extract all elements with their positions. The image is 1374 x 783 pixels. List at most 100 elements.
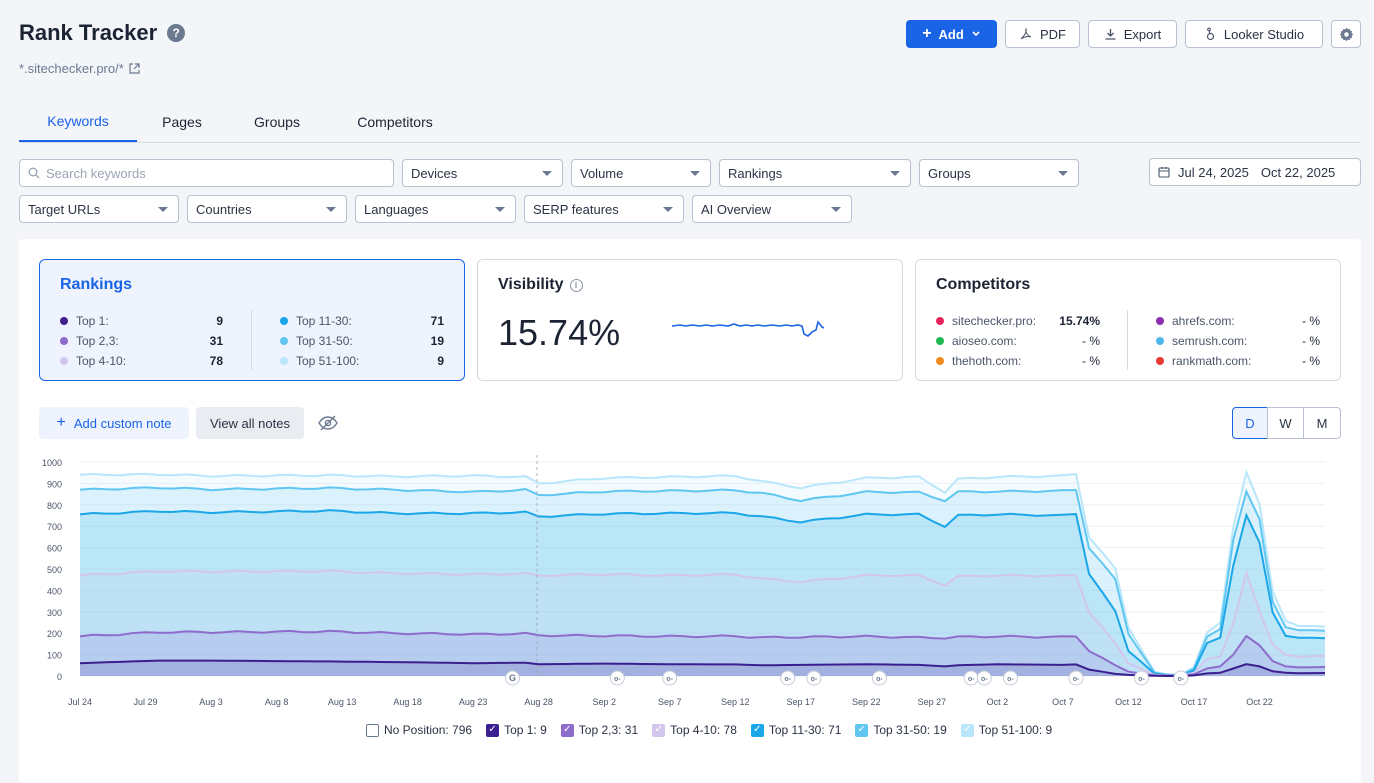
competitors-card-title: Competitors xyxy=(936,276,1031,293)
x-tick-label: Oct 17 xyxy=(1181,697,1208,707)
note-marker[interactable] xyxy=(976,670,992,686)
tab-competitors[interactable]: Competitors xyxy=(357,114,433,130)
date-start: Jul 24, 2025 xyxy=(1178,164,1249,180)
key-icon: o- xyxy=(811,676,818,683)
tab-groups[interactable]: Groups xyxy=(254,114,300,130)
checkbox[interactable]: ✓ xyxy=(750,723,764,737)
legend-value: 31 xyxy=(209,334,223,348)
tab-keywords[interactable]: Keywords xyxy=(19,102,137,142)
note-marker[interactable] xyxy=(609,670,625,686)
checkbox[interactable]: ✓ xyxy=(560,723,574,737)
legend-toggle[interactable]: No Position: 796 xyxy=(366,723,472,737)
rankings-dropdown-label: Rankings xyxy=(728,165,783,181)
line-top-11-30 xyxy=(79,509,1326,676)
rankings-dropdown[interactable]: Rankings xyxy=(719,159,911,187)
x-tick-label: Aug 18 xyxy=(393,697,422,707)
note-marker[interactable] xyxy=(780,670,796,686)
note-marker[interactable] xyxy=(1134,670,1150,686)
caret-down-icon xyxy=(158,207,168,212)
legend-toggle[interactable]: ✓ Top 4-10: 78 xyxy=(652,723,737,737)
legend-label: Top 2,3: xyxy=(76,334,119,348)
period-day-button[interactable]: D xyxy=(1232,407,1268,439)
serp-features-dropdown[interactable]: SERP features xyxy=(524,195,684,223)
key-icon: o- xyxy=(1073,676,1080,683)
looker-studio-button[interactable]: Looker Studio xyxy=(1185,20,1323,48)
project-domain-text: *.sitechecker.pro/* xyxy=(19,61,124,76)
help-icon[interactable]: ? xyxy=(167,24,186,42)
checkbox[interactable]: ✓ xyxy=(855,723,869,737)
note-marker[interactable] xyxy=(1068,670,1084,686)
settings-button[interactable] xyxy=(1331,20,1361,48)
x-tick-label: Oct 7 xyxy=(1052,697,1074,707)
period-month-button[interactable]: M xyxy=(1303,407,1341,439)
note-marker[interactable] xyxy=(1173,670,1189,686)
google-update-marker[interactable] xyxy=(504,670,520,686)
rankings-card[interactable]: Rankings Top 1: 9 Top 2,3: 31 Top 4-10: … xyxy=(39,259,465,381)
eye-off-icon[interactable] xyxy=(318,414,338,432)
legend-toggle[interactable]: ✓ Top 2,3: 31 xyxy=(560,723,638,737)
legend-dot xyxy=(936,317,944,325)
legend-label: rankmath.com: xyxy=(1172,354,1252,368)
search-input[interactable]: Search keywords xyxy=(19,159,394,187)
legend-value: 9 xyxy=(437,354,444,368)
caret-down-icon xyxy=(890,171,900,176)
note-marker[interactable] xyxy=(871,670,887,686)
legend-toggle[interactable]: ✓ Top 1: 9 xyxy=(486,723,547,737)
info-icon[interactable]: i xyxy=(569,278,583,292)
legend-label: Top 31-50: xyxy=(296,334,353,348)
legend-value: - % xyxy=(1082,334,1100,348)
pdf-button[interactable]: PDF xyxy=(1005,20,1080,48)
date-range-picker[interactable]: Jul 24, 2025 Oct 22, 2025 xyxy=(1149,158,1361,186)
legend-toggle[interactable]: ✓ Top 51-100: 9 xyxy=(960,723,1052,737)
devices-dropdown[interactable]: Devices xyxy=(402,159,563,187)
target-urls-dropdown[interactable]: Target URLs xyxy=(19,195,179,223)
view-all-notes-button[interactable]: View all notes xyxy=(196,407,304,439)
key-icon: o- xyxy=(784,676,791,683)
competitors-card[interactable]: Competitors sitechecker.pro: 15.74% aios… xyxy=(915,259,1341,381)
checkbox[interactable]: ✓ xyxy=(652,723,666,737)
legend-value: 19 xyxy=(430,334,444,348)
key-icon: o- xyxy=(614,676,621,683)
languages-dropdown[interactable]: Languages xyxy=(355,195,516,223)
checkbox[interactable]: ✓ xyxy=(486,723,500,737)
caret-down-icon xyxy=(690,171,700,176)
y-tick-label: 1000 xyxy=(42,458,62,468)
legend-dot xyxy=(936,357,944,365)
gear-icon xyxy=(1339,27,1353,41)
competitor-thehoth: thehoth.com: xyxy=(936,354,1021,368)
visibility-card[interactable]: Visibility i 15.74% xyxy=(477,259,903,381)
caret-down-icon xyxy=(663,207,673,212)
line-top-2-3 xyxy=(79,629,1326,677)
add-button[interactable]: + Add xyxy=(906,20,997,48)
add-button-label: Add xyxy=(938,26,964,42)
checkbox[interactable] xyxy=(366,723,379,737)
caret-down-icon xyxy=(495,207,505,212)
external-link-icon[interactable] xyxy=(129,63,140,74)
groups-dropdown[interactable]: Groups xyxy=(919,159,1079,187)
note-marker[interactable] xyxy=(806,670,822,686)
legend-toggle[interactable]: ✓ Top 31-50: 19 xyxy=(855,723,947,737)
legend-value: - % xyxy=(1302,334,1320,348)
checkbox[interactable]: ✓ xyxy=(960,723,974,737)
line-top-31-50 xyxy=(79,486,1326,676)
key-icon: o- xyxy=(1178,676,1185,683)
legend-toggle[interactable]: ✓ Top 11-30: 71 xyxy=(750,723,842,737)
competitor-aioseo: aioseo.com: xyxy=(936,334,1017,348)
pdf-button-label: PDF xyxy=(1040,26,1066,42)
volume-dropdown[interactable]: Volume xyxy=(571,159,711,187)
tab-pages[interactable]: Pages xyxy=(162,114,202,130)
note-marker[interactable] xyxy=(662,670,678,686)
export-button[interactable]: Export xyxy=(1088,20,1177,48)
add-custom-note-button[interactable]: + Add custom note xyxy=(39,407,189,439)
note-marker[interactable] xyxy=(1002,670,1018,686)
area-top-4-10 xyxy=(80,570,1325,676)
legend-toggle-label: Top 11-30: 71 xyxy=(768,723,842,737)
y-tick-label: 600 xyxy=(47,544,62,554)
period-week-button[interactable]: W xyxy=(1267,407,1304,439)
ai-overview-dropdown[interactable]: AI Overview xyxy=(692,195,852,223)
x-tick-label: Sep 12 xyxy=(721,697,750,707)
add-note-label: Add custom note xyxy=(73,415,172,431)
countries-dropdown[interactable]: Countries xyxy=(187,195,347,223)
legend-dot xyxy=(1156,317,1164,325)
y-tick-label: 800 xyxy=(47,501,62,511)
